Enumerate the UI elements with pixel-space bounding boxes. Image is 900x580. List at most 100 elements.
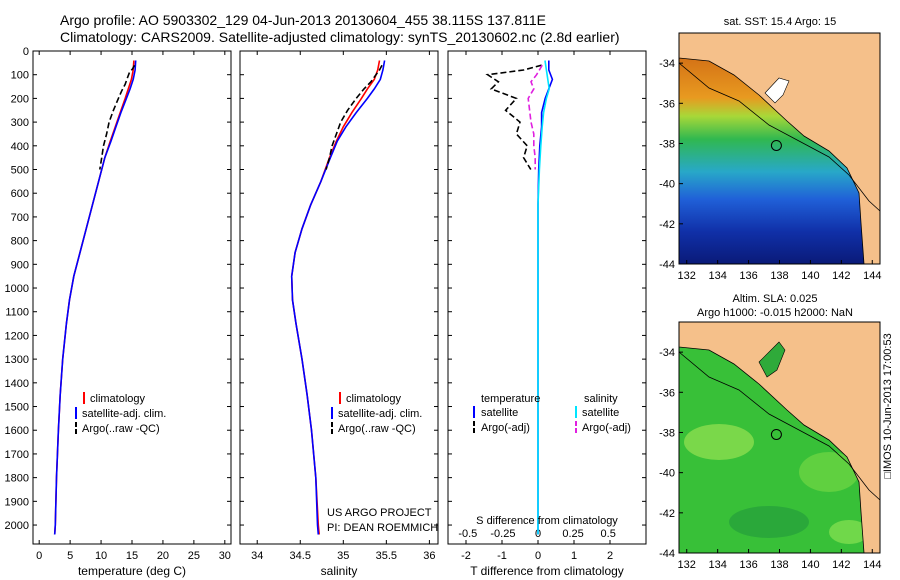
sst-map-title: sat. SST: 15.4 Argo: 15: [724, 16, 837, 28]
s-tick-label: 0.5: [601, 528, 616, 540]
y-tick-label: 1900: [5, 496, 29, 508]
y-tick-label: 1800: [5, 473, 29, 485]
sla-map-title1: Altim. SLA: 0.025: [733, 293, 818, 305]
map-y-tick-label: -36: [659, 387, 675, 399]
map-x-tick-label: 136: [739, 270, 757, 282]
map-x-tick-label: 138: [770, 559, 788, 571]
sla-patch: [729, 506, 809, 538]
argo-position-marker: [770, 139, 782, 151]
legend-label-s-argo: Argo(-adj): [582, 422, 631, 434]
map-y-tick-label: -34: [659, 347, 675, 359]
x-tick-label: -2: [461, 550, 471, 562]
difference-xlabel: T difference from climatology: [470, 564, 624, 578]
sla-map-title2: Argo h1000: -0.015 h2000: NaN: [697, 307, 853, 319]
sla-patch: [684, 424, 754, 460]
legend-label-argo: Argo(..raw -QC): [82, 423, 160, 435]
s-tick-label: 0.25: [562, 528, 583, 540]
y-tick-label: 1000: [5, 283, 29, 295]
project-annotation: US ARGO PROJECT: [327, 507, 432, 519]
y-tick-label: 1200: [5, 330, 29, 342]
salinity-xlabel: salinity: [321, 564, 358, 578]
map-x-tick-label: 140: [801, 559, 819, 571]
map-x-tick-label: 138: [770, 270, 788, 282]
temperature-panel: 0100200300400500600700800900100011001200…: [5, 46, 232, 578]
map-y-tick-label: -44: [659, 259, 675, 271]
x-tick-label: 34.5: [290, 550, 311, 562]
temperature-axes-frame: [32, 50, 232, 545]
y-tick-label: 1400: [5, 378, 29, 390]
legend-label-argo: Argo(..raw -QC): [338, 423, 416, 435]
salinity-axes-frame: [239, 50, 439, 545]
x-tick-label: 35.5: [376, 550, 397, 562]
y-tick-label: 300: [11, 117, 29, 129]
series-argo: [325, 64, 383, 170]
s-tick-label: -0.5: [458, 528, 477, 540]
legend-label-climatology: climatology: [346, 393, 402, 405]
map-x-tick-label: 144: [863, 270, 881, 282]
x-tick-label: 35: [337, 550, 349, 562]
map-x-tick-label: 144: [863, 559, 881, 571]
y-tick-label: 1700: [5, 449, 29, 461]
sst-map-area: [679, 33, 880, 264]
legend-label-satellite: satellite-adj. clim.: [338, 408, 422, 420]
x-tick-label: -1: [497, 550, 507, 562]
difference-panel: -2 -1 0 1 2-0.5 -0.25 0 0.25 0.5 T difference fr…: [447, 50, 647, 578]
x-tick-label: 34: [251, 550, 263, 562]
figure-title-line2: Climatology: CARS2009. Satellite-adjuste…: [60, 29, 620, 45]
x-tick-label: 2: [607, 550, 613, 562]
series-t-argo: [485, 64, 542, 170]
x-tick-label: 15: [126, 550, 138, 562]
map-y-tick-label: -38: [659, 138, 675, 150]
legend-header-salinity: salinity: [584, 393, 618, 405]
y-tick-label: 400: [11, 141, 29, 153]
legend-label-t-satellite: satellite: [481, 407, 518, 419]
y-tick-label: 2000: [5, 520, 29, 532]
map-y-tick-label: -44: [659, 548, 675, 560]
series-argo: [99, 64, 136, 170]
y-tick-label: 600: [11, 188, 29, 200]
imos-watermark: □IMOS 10-Jun-2013 17:00:53: [882, 333, 894, 478]
map-x-tick-label: 132: [678, 270, 696, 282]
map-x-tick-label: 132: [678, 559, 696, 571]
difference-legend: temperature salinity satellite Argo(-adj…: [473, 393, 631, 434]
argo-position-marker: [770, 428, 782, 440]
map-x-tick-label: 136: [739, 559, 757, 571]
x-tick-label: 25: [188, 550, 200, 562]
map-y-tick-label: -40: [659, 468, 675, 480]
sst-land-australia: [679, 33, 880, 264]
figure-title-line1: Argo profile: AO 5903302_129 04-Jun-2013…: [60, 12, 546, 28]
s-tick-label: -0.25: [490, 528, 515, 540]
sst-map-panel: sat. SST: 15.4 Argo: 15 132 134 13: [659, 16, 881, 282]
y-tick-label: 1600: [5, 425, 29, 437]
map-y-tick-label: -38: [659, 427, 675, 439]
map-y-tick-label: -42: [659, 219, 675, 231]
sla-gulf-region: [758, 341, 786, 378]
sla-map-area: [679, 322, 880, 553]
x-tick-label: 0: [535, 550, 541, 562]
x-tick-label: 10: [95, 550, 107, 562]
y-tick-label: 100: [11, 70, 29, 82]
series-s-satellite: [537, 60, 551, 535]
x-tick-label: 36: [423, 550, 435, 562]
sla-patch: [799, 452, 859, 492]
difference-axes-frame: [447, 50, 647, 545]
difference-xlabel-top: S difference from climatology: [476, 515, 618, 527]
temperature-xlabel: temperature (deg C): [78, 564, 186, 578]
map-x-tick-label: 134: [708, 270, 726, 282]
y-tick-label: 0: [23, 46, 29, 58]
salinity-legend: climatology satellite-adj. clim. Argo(..…: [331, 392, 422, 435]
map-y-tick-label: -34: [659, 58, 675, 70]
y-tick-label: 1500: [5, 402, 29, 414]
y-tick-label: 1100: [5, 307, 29, 319]
x-tick-label: 0: [36, 550, 42, 562]
y-tick-label: 700: [11, 212, 29, 224]
temperature-legend: climatology satellite-adj. clim. Argo(..…: [75, 392, 166, 435]
legend-label-t-argo: Argo(-adj): [481, 422, 530, 434]
series-satellite-adj: [290, 60, 386, 535]
y-tick-label: 900: [11, 259, 29, 271]
sla-land-australia: [679, 322, 880, 553]
x-tick-label: 20: [157, 550, 169, 562]
map-y-tick-label: -40: [659, 179, 675, 191]
map-y-tick-label: -42: [659, 508, 675, 520]
